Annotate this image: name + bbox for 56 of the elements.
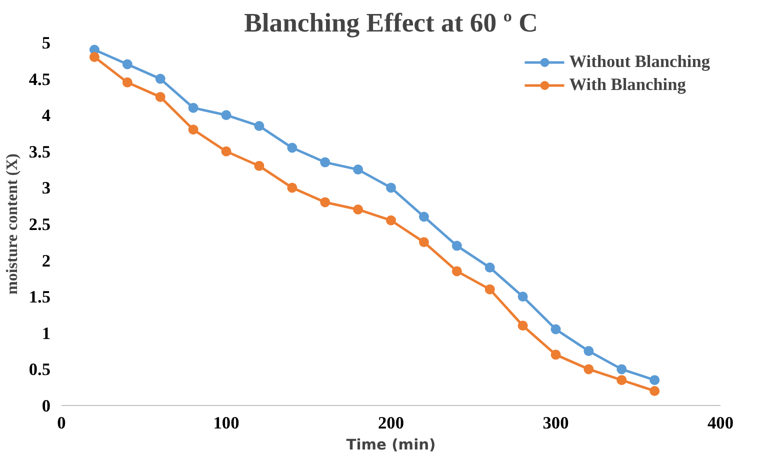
chart-title: Blanching Effect at 60 º C: [244, 8, 538, 38]
point: [616, 364, 627, 374]
y-tick-label: 3: [42, 178, 51, 198]
y-tick-label: 1.5: [28, 288, 51, 307]
point: [89, 52, 100, 62]
point: [254, 121, 264, 131]
point: [155, 74, 166, 84]
point: [353, 204, 364, 214]
point: [518, 320, 528, 331]
point: [320, 157, 330, 168]
legend-label: With Blanching: [569, 75, 686, 95]
y-tick-label: 0: [42, 396, 51, 416]
y-tick-label: 1: [42, 324, 51, 343]
point: [650, 386, 660, 396]
y-tick-label: 2.5: [28, 215, 51, 234]
point: [650, 375, 660, 386]
y-tick-label: 0.5: [28, 360, 51, 380]
y-tick-label: 4.5: [28, 70, 51, 89]
point: [550, 324, 561, 334]
point: [122, 59, 132, 70]
point: [254, 160, 264, 171]
point: [353, 164, 364, 175]
point: [287, 182, 298, 193]
point: [155, 92, 166, 102]
y-tick-label: 4: [42, 106, 51, 126]
x-axis-title: Time (min): [346, 436, 436, 454]
point: [418, 212, 429, 222]
point: [221, 110, 232, 120]
point: [122, 77, 132, 88]
point: [188, 124, 198, 135]
point: [518, 292, 528, 302]
point: [452, 240, 462, 251]
y-tick-label: 3.5: [28, 142, 51, 162]
point: [584, 346, 594, 356]
point: [221, 146, 232, 156]
y-tick-label: 2: [42, 251, 51, 270]
x-tick-label: 400: [708, 414, 734, 432]
point: [418, 237, 429, 248]
point: [452, 266, 462, 276]
point: [484, 284, 495, 294]
point: [550, 350, 561, 360]
point: [287, 142, 298, 153]
point: [616, 375, 627, 386]
y-axis-title: moisture content (X): [4, 153, 21, 295]
point: [386, 182, 396, 193]
x-tick-label: 0: [57, 414, 66, 432]
y-tick-label: 5: [42, 34, 51, 52]
x-tick-label: 100: [213, 414, 240, 432]
point: [584, 364, 594, 374]
legend-label: Without Blanching: [569, 52, 710, 72]
x-tick-label: 200: [378, 414, 404, 432]
point: [188, 102, 198, 113]
point: [484, 262, 495, 273]
x-tick-label: 300: [542, 414, 569, 432]
point: [386, 215, 396, 226]
point: [320, 197, 330, 208]
